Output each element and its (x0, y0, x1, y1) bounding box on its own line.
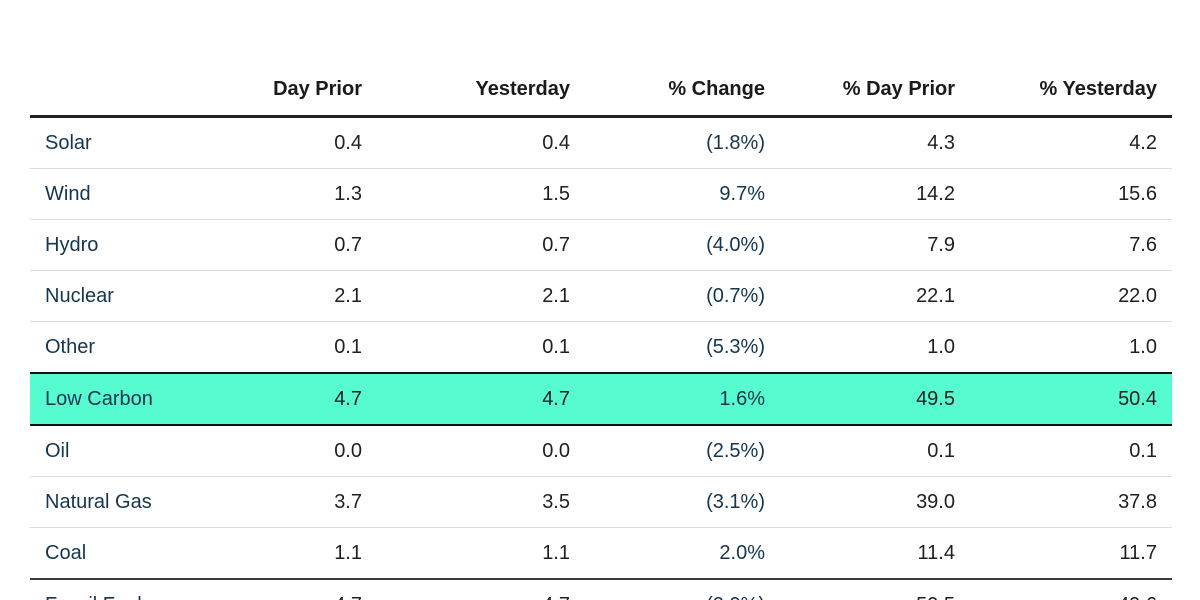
row-label: Low Carbon (45, 387, 153, 410)
table-row-coal: Coal 1.1 1.1 2.0% 11.4 11.7 (30, 528, 1172, 579)
cell-day-prior: 0.7 (334, 233, 362, 256)
cell-pct-change: 1.6% (719, 387, 765, 410)
cell-day-prior: 1.1 (334, 541, 362, 564)
cell-pct-change: (2.5%) (706, 439, 765, 462)
cell-pct-day-prior: 14.2 (916, 182, 955, 205)
row-label: Other (45, 335, 96, 358)
row-label: Wind (45, 182, 91, 205)
cell-pct-change: 2.0% (719, 541, 765, 564)
row-label: Fossil Fuels (30, 579, 180, 600)
cell-yesterday: 2.1 (542, 284, 570, 307)
energy-mix-table: Day Prior Yesterday % Change % Day Prior… (30, 30, 1172, 600)
cell-pct-change: 9.7% (719, 182, 765, 205)
column-header-yesterday: Yesterday (475, 78, 570, 100)
cell-yesterday: 4.7 (542, 387, 570, 410)
cell-pct-yesterday: 15.6 (1118, 182, 1157, 205)
cell-day-prior: 1.3 (334, 182, 362, 205)
row-label: Oil (45, 439, 70, 462)
cell-day-prior: 2.1 (334, 284, 362, 307)
row-label: Hydro (45, 233, 99, 256)
cell-day-prior: 0.0 (334, 439, 362, 462)
cell-pct-yesterday: 11.7 (1119, 541, 1157, 564)
cell-pct-day-prior: 49.5 (916, 387, 955, 410)
table-row-other: Other 0.1 0.1 (5.3%) 1.0 1.0 (30, 322, 1172, 373)
cell-pct-day-prior: 39.0 (916, 490, 955, 513)
header-row: Day Prior Yesterday % Change % Day Prior… (30, 30, 1172, 117)
cell-pct-yesterday: 50.4 (1118, 387, 1157, 410)
cell-pct-yesterday: 37.8 (1118, 490, 1157, 513)
cell-pct-day-prior: 22.1 (916, 284, 955, 307)
cell-yesterday: 1.1 (542, 541, 570, 564)
column-header-pct-yesterday: % Yesterday (1039, 78, 1158, 100)
table-row-low-carbon-highlighted: Low Carbon 4.7 4.7 1.6% 49.5 50.4 (30, 373, 1172, 425)
cell-pct-day-prior: 50.5 (780, 579, 970, 600)
column-header-pct-day-prior: % Day Prior (842, 78, 955, 100)
cell-pct-yesterday: 4.2 (1129, 131, 1157, 154)
table-row-solar: Solar 0.4 0.4 (1.8%) 4.3 4.2 (30, 117, 1172, 169)
cell-yesterday: 0.7 (542, 233, 570, 256)
cell-pct-yesterday: 22.0 (1118, 284, 1157, 307)
cell-pct-day-prior: 1.0 (927, 335, 955, 358)
table-row-wind: Wind 1.3 1.5 9.7% 14.2 15.6 (30, 169, 1172, 220)
cell-pct-day-prior: 4.3 (927, 131, 955, 154)
cell-yesterday: 0.4 (542, 131, 570, 154)
cell-pct-yesterday: 1.0 (1129, 335, 1157, 358)
row-label: Solar (45, 131, 92, 154)
cell-yesterday: 1.5 (542, 182, 570, 205)
cell-pct-change: (4.0%) (706, 233, 765, 256)
cell-pct-day-prior: 11.4 (917, 541, 955, 564)
table-row-natural-gas: Natural Gas 3.7 3.5 (3.1%) 39.0 37.8 (30, 477, 1172, 528)
cell-day-prior: 0.1 (334, 335, 362, 358)
cell-pct-day-prior: 7.9 (927, 233, 955, 256)
cell-pct-change: (5.3%) (706, 335, 765, 358)
column-header-day-prior: Day Prior (273, 78, 362, 100)
column-header-source (30, 30, 180, 117)
cell-pct-day-prior: 0.1 (927, 439, 955, 462)
cell-day-prior: 4.7 (334, 387, 362, 410)
cell-day-prior: 4.7 (180, 579, 377, 600)
cell-pct-change: (0.7%) (706, 284, 765, 307)
row-label: Nuclear (45, 284, 114, 307)
cell-pct-change: (3.1%) (706, 490, 765, 513)
table-row-fossil-fuels: Fossil Fuels 4.7 4.7 (2.0%) 50.5 49.6 (30, 579, 1172, 600)
cell-yesterday: 0.0 (542, 439, 570, 462)
table-row-hydro: Hydro 0.7 0.7 (4.0%) 7.9 7.6 (30, 220, 1172, 271)
cell-pct-yesterday: 49.6 (970, 579, 1172, 600)
row-label: Natural Gas (45, 490, 152, 513)
cell-pct-change: (2.0%) (585, 579, 780, 600)
cell-yesterday: 4.7 (377, 579, 585, 600)
column-header-pct-change: % Change (668, 78, 765, 100)
cell-day-prior: 3.7 (334, 490, 362, 513)
row-label: Coal (45, 541, 87, 564)
cell-pct-change: (1.8%) (706, 131, 765, 154)
cell-pct-yesterday: 7.6 (1129, 233, 1157, 256)
cell-yesterday: 0.1 (542, 335, 570, 358)
table-row-oil: Oil 0.0 0.0 (2.5%) 0.1 0.1 (30, 425, 1172, 477)
table-row-nuclear: Nuclear 2.1 2.1 (0.7%) 22.1 22.0 (30, 271, 1172, 322)
cell-pct-yesterday: 0.1 (1129, 439, 1157, 462)
cell-yesterday: 3.5 (542, 490, 570, 513)
cell-day-prior: 0.4 (334, 131, 362, 154)
